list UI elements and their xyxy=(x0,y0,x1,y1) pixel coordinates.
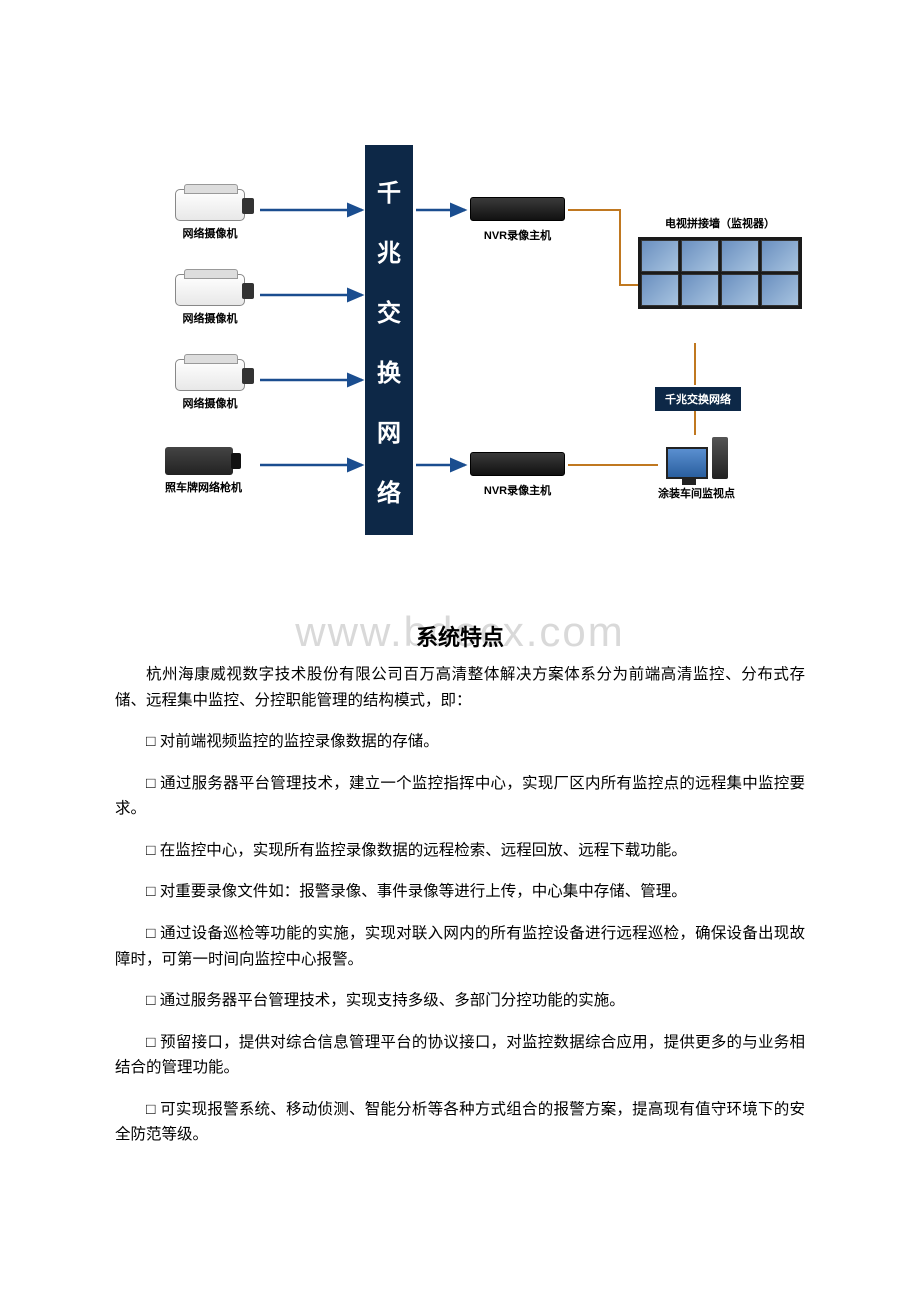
nvr-label: NVR录像主机 xyxy=(470,482,565,498)
body-content: 杭州海康威视数字技术股份有限公司百万高清整体解决方案体系分为前端高清监控、分布式… xyxy=(115,662,805,1164)
switch-char: 千 xyxy=(365,173,413,208)
checkbox-glyph: □ xyxy=(146,883,155,900)
nvr-node: NVR录像主机 xyxy=(470,452,565,498)
checkbox-glyph: □ xyxy=(146,842,155,859)
feature-text: 预留接口，提供对综合信息管理平台的协议接口，对监控数据综合应用，提供更多的与业务… xyxy=(115,1034,805,1077)
intro-paragraph: 杭州海康威视数字技术股份有限公司百万高清整体解决方案体系分为前端高清监控、分布式… xyxy=(115,662,805,713)
feature-text: 在监控中心，实现所有监控录像数据的远程检索、远程回放、远程下载功能。 xyxy=(160,842,687,859)
feature-item: □ 对前端视频监控的监控录像数据的存储。 xyxy=(115,729,805,755)
videowall-node: 电视拼接墙（监视器） xyxy=(638,215,802,309)
camera-node: 照车牌网络枪机 xyxy=(165,447,242,495)
camera-label: 网络摄像机 xyxy=(175,225,245,241)
checkbox-glyph: □ xyxy=(146,992,155,1009)
checkbox-glyph: □ xyxy=(146,925,156,942)
camera-label: 网络摄像机 xyxy=(175,395,245,411)
camera-label: 网络摄像机 xyxy=(175,310,245,326)
camera-icon xyxy=(175,274,245,306)
checkbox-glyph: □ xyxy=(146,1101,156,1118)
checkbox-glyph: □ xyxy=(146,775,156,792)
videowall-icon xyxy=(638,237,802,309)
system-diagram: 千 兆 交 换 网 络 网络摄像机 网络摄像机 网络摄像机 照车牌网络枪机 NV… xyxy=(150,145,810,535)
feature-text: 对重要录像文件如：报警录像、事件录像等进行上传，中心集中存储、管理。 xyxy=(160,883,687,900)
switch-char: 交 xyxy=(365,293,413,328)
feature-item: □ 通过服务器平台管理技术，实现支持多级、多部门分控功能的实施。 xyxy=(115,988,805,1014)
camera-icon xyxy=(175,359,245,391)
feature-item: □ 在监控中心，实现所有监控录像数据的远程检索、远程回放、远程下载功能。 xyxy=(115,838,805,864)
feature-item: □ 通过服务器平台管理技术，建立一个监控指挥中心，实现厂区内所有监控点的远程集中… xyxy=(115,771,805,822)
camera-label: 照车牌网络枪机 xyxy=(165,479,242,495)
feature-item: □ 可实现报警系统、移动侦测、智能分析等各种方式组合的报警方案，提高现有值守环境… xyxy=(115,1097,805,1148)
box-camera-icon xyxy=(165,447,233,475)
feature-text: 可实现报警系统、移动侦测、智能分析等各种方式组合的报警方案，提高现有值守环境下的… xyxy=(115,1101,805,1144)
feature-text: 通过服务器平台管理技术，建立一个监控指挥中心，实现厂区内所有监控点的远程集中监控… xyxy=(115,775,805,818)
gigabit-switch-column: 千 兆 交 换 网 络 xyxy=(365,145,413,535)
nvr-icon xyxy=(470,197,565,221)
videowall-label: 电视拼接墙（监视器） xyxy=(638,215,802,231)
network-badge: 千兆交换网络 xyxy=(655,387,741,411)
feature-text: 对前端视频监控的监控录像数据的存储。 xyxy=(160,733,439,750)
switch-char: 网 xyxy=(365,413,413,448)
camera-icon xyxy=(175,189,245,221)
nvr-label: NVR录像主机 xyxy=(470,227,565,243)
feature-item: □ 通过设备巡检等功能的实施，实现对联入网内的所有监控设备进行远程巡检，确保设备… xyxy=(115,921,805,972)
workstation-icon xyxy=(658,437,735,479)
nvr-icon xyxy=(470,452,565,476)
feature-item: □ 对重要录像文件如：报警录像、事件录像等进行上传，中心集中存储、管理。 xyxy=(115,879,805,905)
feature-text: 通过设备巡检等功能的实施，实现对联入网内的所有监控设备进行远程巡检，确保设备出现… xyxy=(115,925,805,968)
switch-char: 换 xyxy=(365,353,413,388)
checkbox-glyph: □ xyxy=(146,1034,156,1051)
checkbox-glyph: □ xyxy=(146,733,155,750)
workstation-node: 涂装车间监视点 xyxy=(658,437,735,501)
feature-item: □ 预留接口，提供对综合信息管理平台的协议接口，对监控数据综合应用，提供更多的与… xyxy=(115,1030,805,1081)
nvr-node: NVR录像主机 xyxy=(470,197,565,243)
workstation-label: 涂装车间监视点 xyxy=(658,485,735,501)
section-heading: 系统特点 xyxy=(0,620,920,652)
switch-char: 络 xyxy=(365,473,413,508)
camera-node: 网络摄像机 xyxy=(175,359,245,411)
camera-node: 网络摄像机 xyxy=(175,189,245,241)
switch-char: 兆 xyxy=(365,233,413,268)
camera-node: 网络摄像机 xyxy=(175,274,245,326)
feature-text: 通过服务器平台管理技术，实现支持多级、多部门分控功能的实施。 xyxy=(160,992,625,1009)
